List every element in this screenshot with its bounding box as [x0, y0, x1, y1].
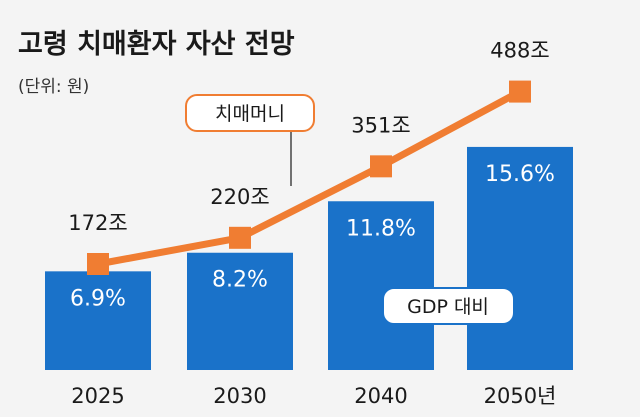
line-marker-2050년 — [509, 80, 531, 103]
line-series: 172조 220조 351조 488조 — [68, 39, 550, 275]
bar-2050년 — [467, 146, 573, 370]
x-tick-label: 2025 — [71, 384, 124, 408]
x-tick-label: 2040 — [354, 384, 407, 408]
line-path — [97, 88, 522, 268]
bar-value-label: 8.2% — [212, 268, 268, 293]
bar-2030 — [187, 252, 293, 370]
bar-legend-label: GDP 대비 — [407, 296, 489, 318]
bar-value-label: 6.9% — [70, 286, 126, 311]
bar-value-label: 15.6% — [485, 162, 555, 187]
bar-value-label: 11.8% — [346, 216, 416, 241]
unit-label: (단위: 원) — [18, 77, 89, 97]
line-legend-label: 치매머니 — [215, 103, 285, 125]
year-labels: 2025 2030 2040 2050년 — [71, 384, 556, 408]
bar-2025 — [45, 271, 151, 370]
line-marker-2025 — [87, 253, 109, 275]
line-value-label: 488조 — [490, 39, 549, 63]
chart-title: 고령 치매환자 자산 전망 — [18, 29, 295, 60]
bar-series: 6.9% 8.2% 11.8% 15.6% — [45, 146, 573, 370]
line-value-label: 351조 — [351, 113, 410, 137]
bar-legend-box — [382, 287, 515, 325]
x-tick-label: 2050년 — [484, 384, 557, 408]
line-legend-box — [185, 94, 315, 132]
line-marker-2030 — [229, 226, 251, 249]
line-value-label: 172조 — [68, 211, 127, 235]
bar-2040 — [328, 201, 434, 370]
line-value-label: 220조 — [210, 185, 269, 209]
x-tick-label: 2030 — [213, 384, 266, 408]
line-marker-2040 — [370, 155, 392, 178]
